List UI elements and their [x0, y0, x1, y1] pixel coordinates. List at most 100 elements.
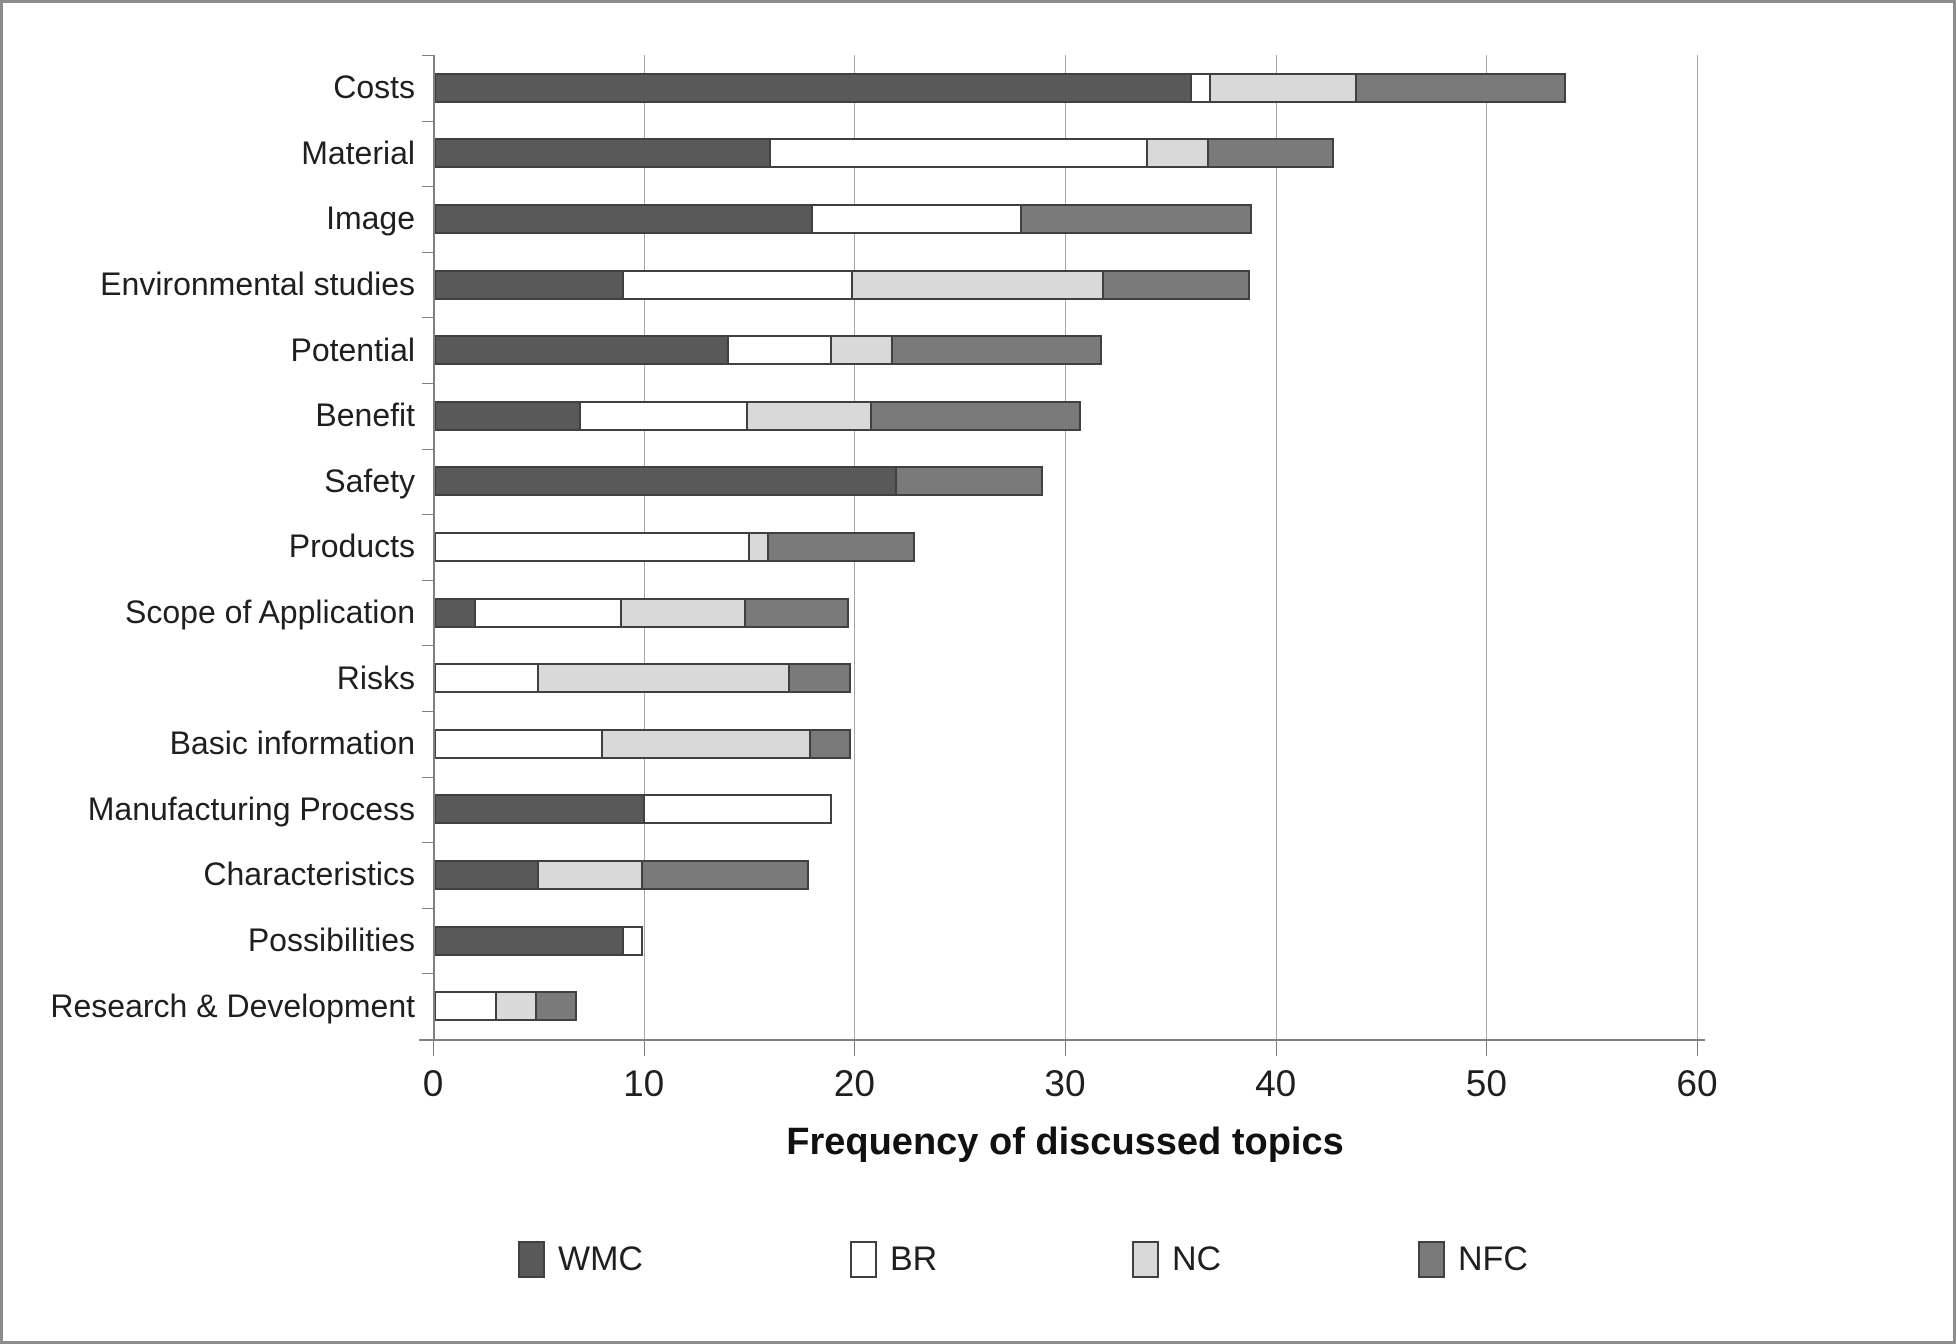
bar-segment-br [726, 335, 833, 366]
y-axis-tick [422, 514, 433, 516]
x-axis-tick [1065, 1041, 1066, 1056]
bar-segment-wmc [434, 72, 1193, 103]
x-axis-tick [433, 1041, 434, 1056]
gridline [1486, 55, 1488, 1039]
y-axis-tick [422, 55, 433, 56]
bar-segment-nfc [1207, 138, 1334, 169]
legend-swatch-wmc [518, 1241, 545, 1278]
legend-item-nfc: NFC [1418, 1240, 1528, 1279]
bar-segment-wmc [434, 204, 814, 234]
bar-segment-br [434, 532, 750, 562]
bar-row [434, 335, 1103, 366]
bar-segment-nc [745, 400, 873, 431]
x-axis-title: Frequency of discussed topics [786, 1121, 1344, 1163]
legend-swatch-nc [1132, 1241, 1159, 1278]
bar-row [434, 663, 852, 694]
bar-segment-nc [600, 728, 812, 759]
x-tick-label: 20 [833, 1063, 875, 1104]
bar-segment-br [1190, 72, 1212, 103]
bar-segment-br [621, 925, 643, 956]
bar-segment-nfc [895, 466, 1043, 497]
bar-segment-br [811, 204, 1022, 234]
bar-segment-br [621, 269, 854, 300]
gridline [1065, 55, 1066, 1039]
bar-segment-nc [619, 597, 746, 628]
bar-segment-nfc [870, 400, 1082, 431]
bar-row [434, 860, 810, 890]
bar-row [434, 138, 1334, 169]
gridline [1275, 55, 1277, 1039]
bar-segment-nc [748, 532, 770, 562]
y-axis-tick [422, 186, 433, 188]
bar-segment-nfc [535, 991, 578, 1022]
legend-swatch-nfc [1418, 1241, 1445, 1278]
category-label: Costs [333, 69, 415, 106]
category-label: Scope of Application [125, 594, 415, 631]
gridline [1697, 55, 1698, 1039]
legend-label: BR [890, 1240, 938, 1278]
bar-segment-wmc [434, 860, 540, 890]
category-label: Risks [336, 659, 415, 696]
bar-segment-nfc [640, 860, 810, 890]
bar-segment-br [434, 728, 603, 759]
x-tick-label: 0 [422, 1063, 444, 1104]
y-axis-tick [422, 711, 433, 712]
bar-segment-nc [537, 663, 791, 694]
y-axis [433, 55, 435, 1041]
bar-segment-nc [1146, 138, 1210, 169]
x-tick-label: 50 [1465, 1063, 1507, 1104]
x-axis [419, 1039, 1705, 1041]
bar-segment-wmc [434, 138, 772, 169]
bar-segment-br [434, 991, 498, 1022]
category-label: Safety [324, 462, 415, 499]
x-tick-label: 10 [623, 1063, 665, 1104]
category-label: Material [301, 134, 415, 171]
bar-segment-nfc [1019, 204, 1252, 234]
x-axis-tick [643, 1041, 645, 1056]
bar-segment-wmc [434, 466, 898, 497]
x-axis-tick [1486, 1041, 1488, 1056]
bar-row [434, 72, 1566, 103]
bar-segment-nc [851, 269, 1105, 300]
y-axis-tick [422, 973, 433, 975]
legend-label: NC [1172, 1240, 1222, 1278]
legend-label: NFC [1458, 1240, 1528, 1278]
bar-row [434, 400, 1082, 431]
bar-segment-br [642, 794, 833, 825]
x-axis-tick [1697, 1041, 1698, 1056]
bar-segment-nfc [1102, 269, 1250, 300]
category-label: Potential [290, 331, 415, 368]
bar-segment-wmc [434, 335, 729, 366]
bar-row [434, 532, 915, 562]
bar-row [434, 794, 833, 825]
bar-segment-nfc [788, 663, 852, 694]
category-label: Benefit [315, 397, 415, 434]
category-label: Image [326, 200, 415, 237]
bar-segment-nc [1209, 72, 1357, 103]
legend-label: WMC [558, 1240, 643, 1278]
x-tick-label: 40 [1255, 1063, 1297, 1104]
y-axis-tick [422, 120, 433, 122]
y-axis-tick [422, 317, 433, 319]
bar-segment-br [769, 138, 1149, 169]
x-tick-label: 30 [1044, 1063, 1086, 1104]
bar-segment-nfc [767, 532, 915, 562]
category-label: Manufacturing Process [87, 790, 415, 827]
category-label: Products [288, 528, 415, 565]
bar-segment-wmc [434, 925, 624, 956]
bar-segment-wmc [434, 597, 477, 628]
bar-segment-br [579, 400, 748, 431]
y-axis-tick [422, 383, 433, 384]
bar-segment-nfc [891, 335, 1103, 366]
legend-item-br: BR [850, 1240, 937, 1279]
y-axis-tick [422, 907, 433, 909]
y-axis-tick [422, 842, 433, 844]
bar-segment-nfc [1354, 72, 1566, 103]
bar-segment-wmc [434, 269, 624, 300]
legend-item-wmc: WMC [518, 1240, 643, 1279]
bar-segment-nc [537, 860, 643, 890]
bar-segment-br [474, 597, 622, 628]
bar-segment-wmc [434, 400, 582, 431]
x-axis-tick [854, 1041, 856, 1056]
